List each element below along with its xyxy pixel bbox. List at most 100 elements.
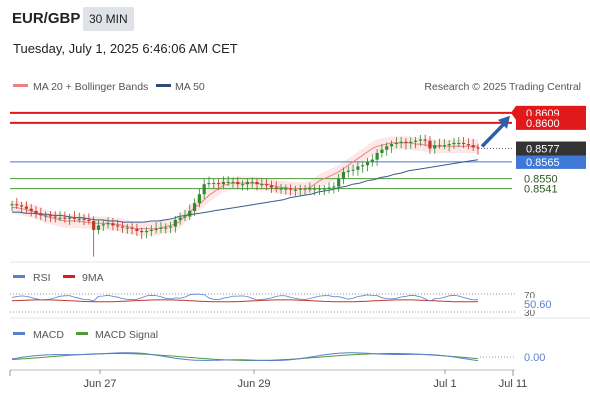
datetime-label: Tuesday, July 1, 2025 6:46:06 AM CET <box>13 41 238 56</box>
candle-body <box>20 205 24 207</box>
candle-body <box>29 208 33 211</box>
candle-body <box>409 141 413 143</box>
legend-swatch-ma50 <box>156 84 171 87</box>
rsi-tick-30: 30 <box>524 308 536 319</box>
candle-body <box>284 188 288 190</box>
last-price-label: 0.8577 <box>526 144 560 156</box>
candle-body <box>96 225 101 230</box>
x-tick-label-jul1: Jul 1 <box>433 378 456 390</box>
candle-body <box>63 217 67 219</box>
candle-body <box>361 165 365 167</box>
x-tick-label-jul11: Jul 11 <box>499 378 528 390</box>
level-label-0.8565: 0.8565 <box>526 157 560 169</box>
rsi-tick-70: 70 <box>524 291 536 302</box>
legend-swatch-macd <box>13 332 25 335</box>
macd-zero-label: 0.00 <box>524 352 545 364</box>
candle-body <box>279 188 283 190</box>
candle-body <box>385 146 389 150</box>
x-tick-label-jun29: Jun 29 <box>237 378 270 390</box>
bollinger-band-fill <box>12 136 478 236</box>
candle-body <box>389 144 394 147</box>
candle-body <box>437 145 442 147</box>
candle-body <box>332 186 336 188</box>
candle-body <box>106 223 110 225</box>
x-tick-label-jun27: Jun 27 <box>83 378 116 390</box>
candle-body <box>44 215 48 217</box>
candle-body <box>356 166 360 170</box>
last-price-label-bg <box>516 141 586 156</box>
candle-body <box>82 218 86 220</box>
legend-label-rsi: RSI <box>33 272 51 284</box>
candle-body <box>183 216 187 218</box>
candle-body <box>418 139 422 141</box>
candle-body <box>34 210 38 214</box>
candle-body <box>188 210 192 217</box>
candle-body <box>92 220 96 230</box>
candle-body <box>404 141 408 143</box>
candle-body <box>212 183 216 185</box>
macd-lines <box>11 352 479 362</box>
candle-body <box>265 184 269 186</box>
candle-body <box>144 231 149 233</box>
candle-body <box>77 218 81 220</box>
candle-body <box>476 147 480 149</box>
candle-body <box>216 183 221 185</box>
candle-body <box>159 227 163 229</box>
candle-body <box>442 145 446 147</box>
candle-body <box>447 144 451 146</box>
candle-body <box>226 181 230 183</box>
candle-body <box>365 161 370 166</box>
candle-body <box>471 145 475 148</box>
level-label-0.8565-bg <box>516 154 586 169</box>
level-label-0.8550: 0.8550 <box>524 174 558 186</box>
legend-swatch-9ma <box>63 275 75 278</box>
candle-body <box>130 227 134 229</box>
macd-legend: MACD MACD Signal <box>13 329 158 341</box>
candle-body <box>87 219 91 221</box>
candle-body <box>207 183 211 185</box>
candle-body <box>178 217 182 220</box>
legend-label-9ma: 9MA <box>82 272 104 284</box>
candle-body <box>53 216 57 218</box>
candle-body <box>370 159 374 162</box>
candle-body <box>399 141 403 143</box>
x-axis: Jun 27 Jun 29 Jul 1 Jul 11 <box>9 370 528 390</box>
candle-body <box>375 152 379 160</box>
candle-body <box>461 142 466 145</box>
candle-body <box>269 185 274 188</box>
research-credit: Research © 2025 Trading Central <box>424 81 581 93</box>
rsi-value-bg <box>520 298 560 310</box>
candle-body <box>380 149 384 153</box>
candle-body <box>346 170 350 172</box>
candle-body <box>15 204 19 206</box>
candle-body <box>433 145 437 149</box>
candle-body <box>10 204 14 206</box>
symbol-title: EUR/GBP <box>12 10 81 27</box>
candle-body <box>289 188 293 190</box>
rsi-9ma-line <box>11 299 479 303</box>
timeframe-badge[interactable]: 30 MIN <box>83 7 134 31</box>
level-label-0.8600-bg <box>516 115 586 130</box>
candle-body <box>197 194 201 204</box>
candle-body <box>308 188 312 190</box>
rsi-legend: RSI 9MA <box>13 272 104 284</box>
candle-body <box>298 188 302 190</box>
candle-body <box>322 188 326 190</box>
candle-body <box>231 181 235 183</box>
candle-body <box>293 189 298 191</box>
candle-body <box>164 227 168 229</box>
candle-body <box>101 224 105 226</box>
candle-body <box>245 181 250 185</box>
bollinger-band <box>12 136 478 236</box>
candle-body <box>413 140 418 142</box>
candle-body <box>466 144 470 146</box>
legend-swatch-ma20 <box>13 84 28 87</box>
candle-body <box>149 229 153 232</box>
legend-swatch-rsi <box>13 275 25 278</box>
candle-body <box>423 139 427 141</box>
candle-body <box>116 225 120 227</box>
candle-body <box>154 228 158 230</box>
candle-body <box>24 206 29 209</box>
candle-body <box>68 217 72 219</box>
